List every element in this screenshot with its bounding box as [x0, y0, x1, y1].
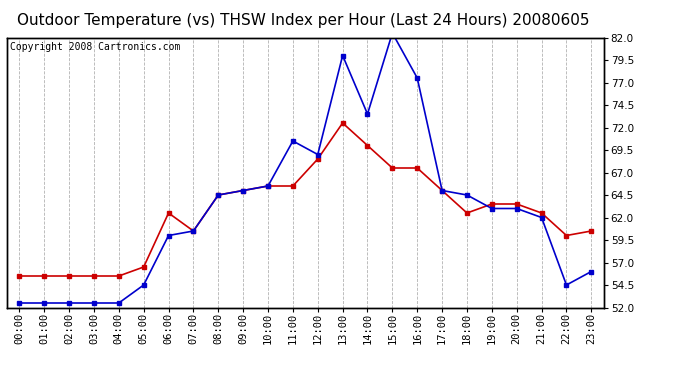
Text: Copyright 2008 Cartronics.com: Copyright 2008 Cartronics.com	[10, 42, 180, 51]
Text: Outdoor Temperature (vs) THSW Index per Hour (Last 24 Hours) 20080605: Outdoor Temperature (vs) THSW Index per …	[17, 13, 590, 28]
